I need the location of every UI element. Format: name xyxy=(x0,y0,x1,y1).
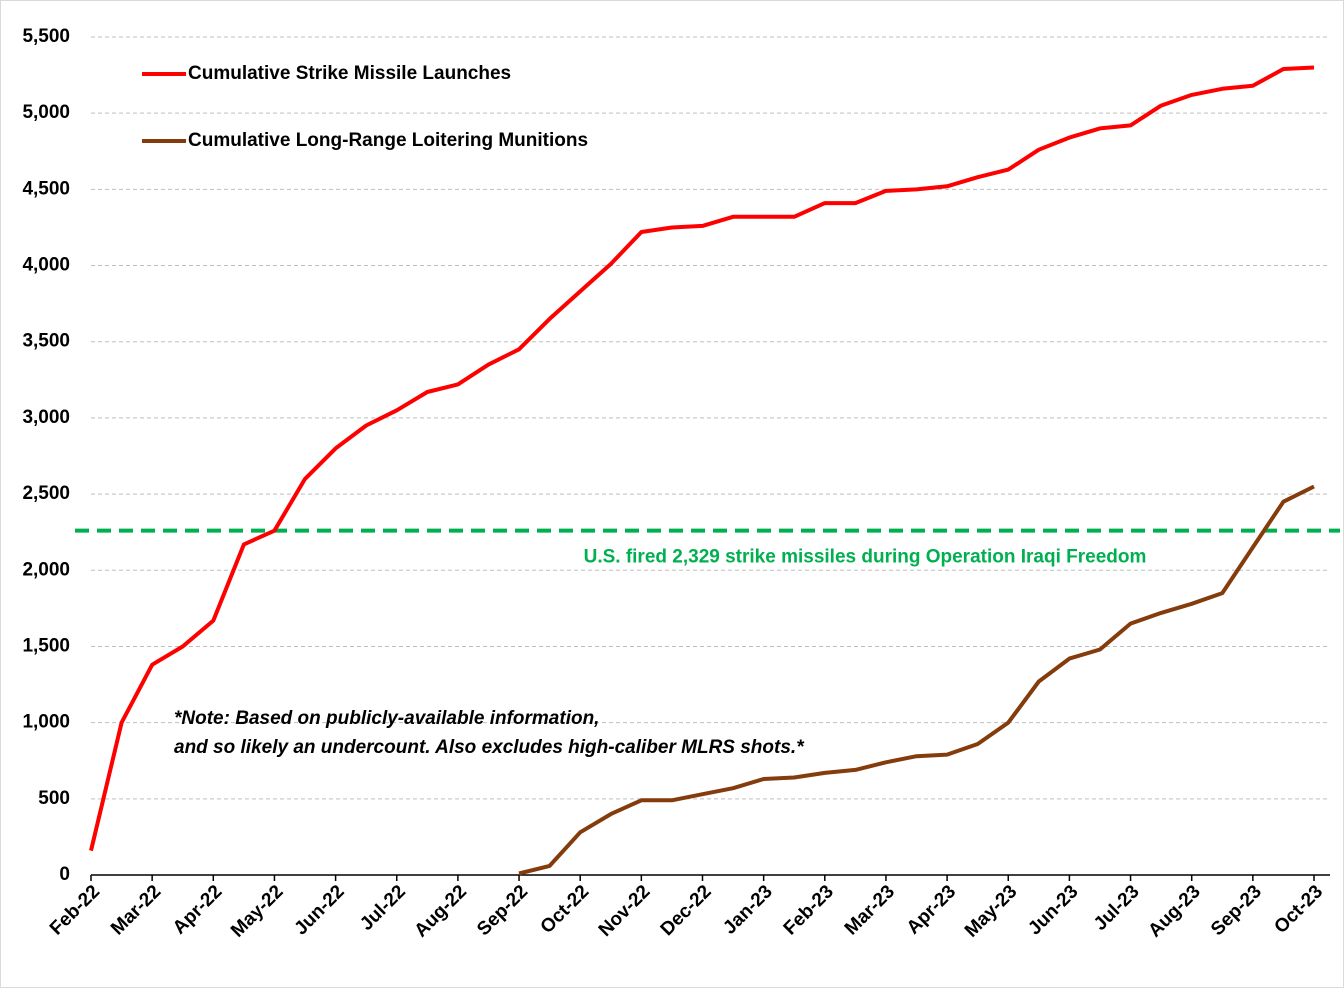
legend-label: Cumulative Strike Missile Launches xyxy=(188,63,511,84)
y-tick-label: 4,000 xyxy=(22,255,70,276)
annotation: and so likely an undercount. Also exclud… xyxy=(174,737,805,758)
y-tick-label: 4,500 xyxy=(22,178,70,199)
data-line xyxy=(89,65,1315,852)
y-tick-label: 1,500 xyxy=(22,635,70,656)
y-tick-label: 3,500 xyxy=(22,331,70,352)
y-tick-label: 500 xyxy=(38,788,70,809)
y-tick-label: 1,000 xyxy=(22,712,70,733)
y-tick-label: 2,500 xyxy=(22,483,70,504)
y-tick-label: 5,500 xyxy=(22,26,70,47)
y-tick-label: 5,000 xyxy=(22,102,70,123)
annotation: *Note: Based on publicly-available infor… xyxy=(174,708,599,729)
y-tick-label: 3,000 xyxy=(22,407,70,428)
y-tick-label: 2,000 xyxy=(22,559,70,580)
data-line xyxy=(518,484,1315,876)
reference-label: U.S. fired 2,329 strike missiles during … xyxy=(584,547,1147,568)
y-tick-label: 0 xyxy=(59,864,70,885)
legend-label: Cumulative Long-Range Loitering Munition… xyxy=(188,130,588,151)
